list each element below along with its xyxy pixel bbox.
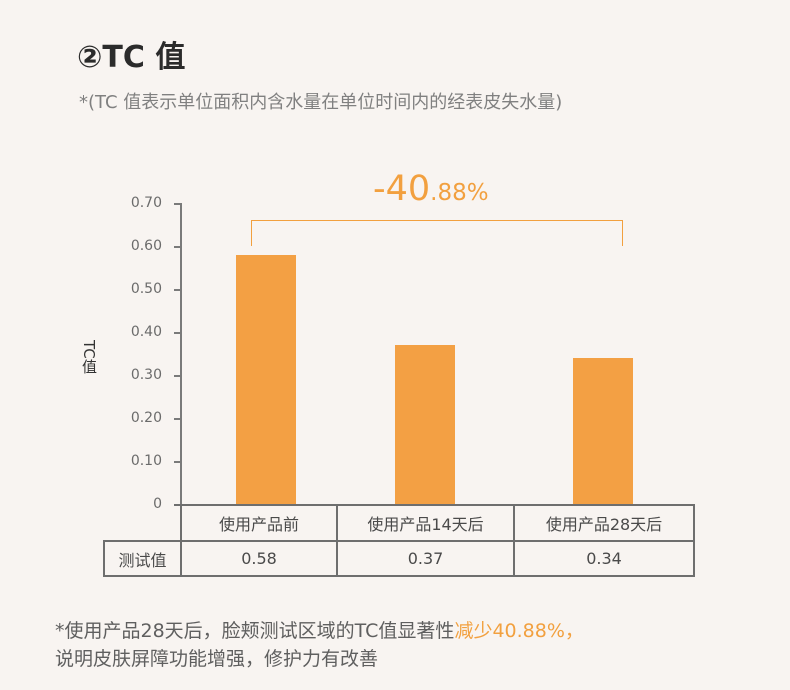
table-header-cell: 使用产品28天后 [513, 504, 695, 542]
footnote-line2: 说明皮肤屏障功能增强，修护力有改善 [55, 648, 379, 670]
tick-mark [174, 418, 182, 420]
bar-after-28-days [573, 358, 633, 505]
tick-mark [174, 332, 182, 334]
tick-mark [174, 203, 182, 205]
y-axis-line [180, 203, 182, 505]
tick-label: 0.30 [130, 367, 162, 383]
tick-label: 0.10 [130, 453, 162, 469]
footnote: *使用产品28天后，脸颊测试区域的TC值显著性减少40.88%， 说明皮肤屏障功… [55, 617, 755, 673]
tick-label: 0.50 [130, 281, 162, 297]
tick-label: 0.20 [130, 410, 162, 426]
table-value-cell: 0.58 [180, 540, 338, 577]
table-header-cell: 使用产品前 [180, 504, 338, 542]
comparison-bracket [251, 220, 623, 246]
tick-mark [174, 461, 182, 463]
reduction-integer: -40 [373, 169, 431, 209]
tick-label: 0.60 [130, 238, 162, 254]
y-axis-label: TC值 [80, 340, 98, 374]
tick-label: 0.40 [130, 324, 162, 340]
footnote-highlight: 减少40.88%， [454, 620, 584, 642]
table-value-cell: 0.34 [513, 540, 695, 577]
tick-mark [174, 246, 182, 248]
table-value-cell: 0.37 [336, 540, 515, 577]
tick-mark [174, 289, 182, 291]
tick-label: 0.70 [130, 195, 162, 211]
tick-label: 0 [153, 496, 162, 512]
bar-before-use [236, 255, 296, 505]
tick-mark [174, 375, 182, 377]
table-header-cell: 使用产品14天后 [336, 504, 515, 542]
chart-subtitle: *(TC 值表示单位面积内含水量在单位时间内的经表皮失水量) [79, 92, 563, 113]
reduction-decimal: .88% [430, 180, 489, 206]
footnote-line1: *使用产品28天后，脸颊测试区域的TC值显著性 [55, 620, 455, 642]
chart-title: ②TC 值 [77, 40, 186, 75]
table-row-label: 测试值 [103, 540, 182, 577]
bar-after-14-days [395, 345, 455, 505]
reduction-annotation: -40.88% [373, 172, 489, 207]
